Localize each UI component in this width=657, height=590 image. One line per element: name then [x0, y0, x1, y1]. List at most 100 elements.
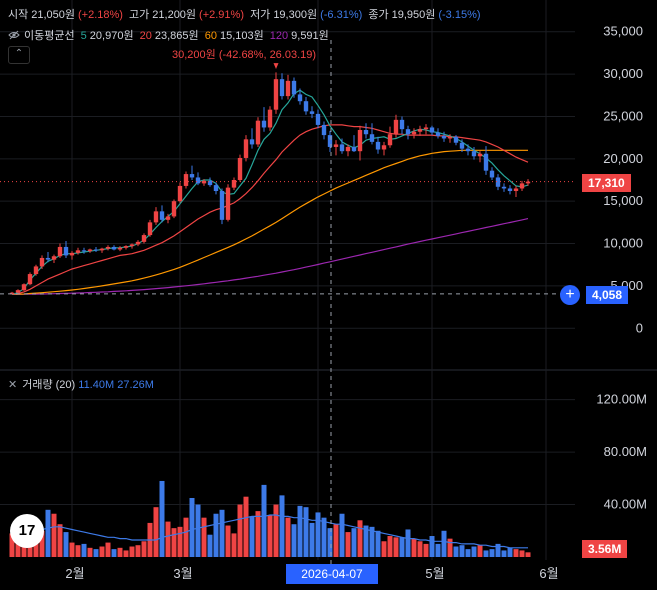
candle[interactable] [495, 174, 501, 191]
candle[interactable] [87, 248, 93, 253]
volume-bar[interactable] [375, 530, 381, 557]
candle[interactable] [195, 172, 201, 186]
volume-bar[interactable] [87, 547, 93, 557]
close-icon[interactable]: ✕ [8, 379, 18, 391]
volume-bar[interactable] [261, 484, 267, 557]
volume-bar[interactable] [225, 525, 231, 557]
candle[interactable] [51, 254, 57, 264]
candle[interactable] [417, 125, 423, 136]
volume-bar[interactable] [303, 507, 309, 557]
candle[interactable] [153, 207, 159, 225]
volume-bar[interactable] [93, 549, 99, 557]
candle[interactable] [33, 264, 39, 276]
candle[interactable] [273, 72, 279, 114]
volume-bar[interactable] [399, 537, 405, 557]
volume-bar[interactable] [357, 520, 363, 557]
volume-bar[interactable] [273, 504, 279, 557]
candle[interactable] [315, 109, 321, 129]
volume-bar[interactable] [159, 480, 165, 557]
volume-bar[interactable] [453, 546, 459, 557]
volume-bar[interactable] [111, 549, 117, 557]
candle[interactable] [159, 205, 165, 223]
candle[interactable] [429, 125, 435, 136]
candle[interactable] [39, 255, 45, 269]
volume-bar[interactable] [123, 550, 129, 557]
candle[interactable] [297, 88, 303, 105]
candle[interactable] [21, 283, 27, 292]
candle[interactable] [519, 180, 525, 192]
volume-bar[interactable] [327, 528, 333, 557]
candle[interactable] [225, 184, 231, 222]
volume-bar[interactable] [363, 525, 369, 557]
candle[interactable] [387, 126, 393, 148]
volume-bar[interactable] [105, 542, 111, 557]
volume-bar[interactable] [135, 545, 141, 557]
candle[interactable] [513, 185, 519, 197]
candle[interactable] [63, 241, 69, 258]
volume-bar[interactable] [471, 546, 477, 557]
volume-bar[interactable] [195, 504, 201, 557]
volume-bar[interactable] [201, 517, 207, 557]
candle[interactable] [351, 135, 357, 153]
volume-bar[interactable] [393, 537, 399, 557]
candle[interactable] [93, 246, 99, 253]
volume-bar[interactable] [219, 509, 225, 557]
candle[interactable] [219, 188, 225, 225]
candle[interactable] [165, 213, 171, 224]
volume-bar[interactable] [435, 543, 441, 557]
candle[interactable] [75, 247, 81, 255]
candle[interactable] [135, 240, 141, 247]
volume-bar[interactable] [81, 543, 87, 557]
candle[interactable] [141, 233, 147, 244]
candle[interactable] [363, 123, 369, 139]
add-alert-button[interactable]: + [560, 285, 580, 305]
volume-bar[interactable] [525, 552, 531, 557]
candle[interactable] [333, 140, 339, 156]
volume-bar[interactable] [519, 550, 525, 557]
volume-bar[interactable] [315, 512, 321, 557]
volume-bar[interactable] [465, 549, 471, 557]
candle[interactable] [201, 179, 207, 186]
collapse-legend-button[interactable]: ⌃ [8, 46, 30, 64]
candle[interactable] [327, 130, 333, 153]
candle[interactable] [129, 243, 135, 249]
volume-bar[interactable] [459, 545, 465, 557]
candle[interactable] [261, 107, 267, 132]
volume-bar[interactable] [339, 513, 345, 557]
candle[interactable] [393, 114, 399, 138]
eye-off-icon[interactable] [8, 30, 20, 40]
volume-bar[interactable] [231, 533, 237, 557]
candle[interactable] [399, 116, 405, 135]
candle[interactable] [213, 182, 219, 195]
candle[interactable] [69, 251, 75, 260]
volume-bar[interactable] [423, 543, 429, 557]
candle[interactable] [477, 151, 483, 163]
volume-bar[interactable] [75, 545, 81, 557]
candle[interactable] [237, 154, 243, 182]
candle[interactable] [291, 77, 297, 98]
volume-bar[interactable] [243, 496, 249, 557]
volume-bar[interactable] [165, 521, 171, 557]
candle[interactable] [15, 289, 21, 294]
candle[interactable] [471, 146, 477, 160]
volume-bar[interactable] [207, 534, 213, 557]
candle[interactable] [81, 247, 87, 254]
candles[interactable] [9, 72, 531, 295]
volume-bar[interactable] [477, 545, 483, 557]
candle[interactable] [447, 134, 453, 143]
volume-bar[interactable] [39, 530, 45, 557]
volume-bar[interactable] [189, 498, 195, 557]
candle[interactable] [27, 272, 33, 286]
volume-bar[interactable] [117, 547, 123, 557]
candle[interactable] [483, 146, 489, 175]
volume-bar[interactable] [483, 550, 489, 557]
volume-bar[interactable] [345, 532, 351, 557]
candle[interactable] [525, 179, 531, 186]
volume-bar[interactable] [291, 524, 297, 557]
candle[interactable] [309, 106, 315, 119]
volume-bar[interactable] [153, 507, 159, 557]
volume-bar[interactable] [285, 517, 291, 557]
candle[interactable] [423, 124, 429, 135]
candle[interactable] [381, 141, 387, 156]
volume-bar[interactable] [387, 536, 393, 557]
